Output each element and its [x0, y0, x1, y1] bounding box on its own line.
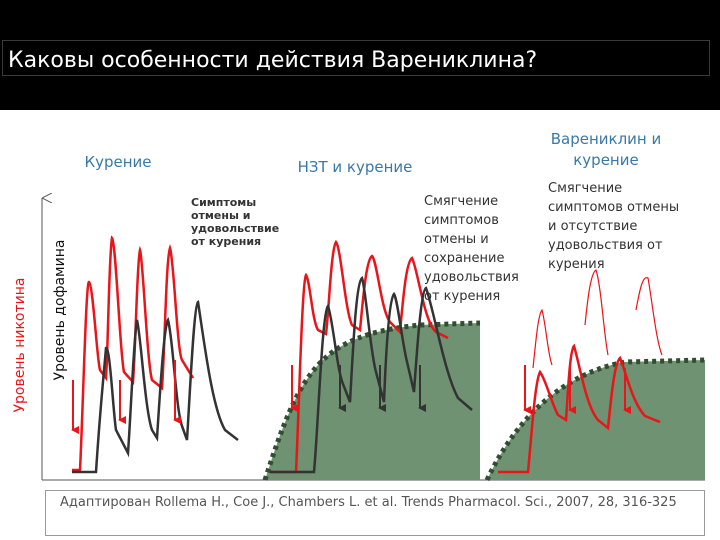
title-frame	[2, 40, 710, 76]
panel-varenicline	[498, 269, 663, 474]
panel-smoking	[71, 235, 239, 474]
y-axis-label-dopamine: Уровень дофамина	[52, 240, 68, 381]
nicotine-curve	[72, 235, 195, 472]
title-bar: Каковы особенности действия Варениклина?	[0, 0, 720, 110]
note-line: отмены и	[191, 209, 251, 222]
note-line: удовольствия от	[548, 238, 663, 253]
varenicline-area-edge	[484, 357, 706, 482]
y-axis-label-nicotine: Уровень никотина	[12, 278, 28, 413]
panel-heading-varenicline-line2: курение	[573, 151, 638, 169]
panel-heading-varenicline-line1: Варениклин и	[551, 130, 662, 148]
varenicline-area	[487, 360, 705, 480]
nrt-area-edge	[262, 320, 481, 481]
note-line: от курения	[424, 289, 501, 304]
note-line: курения	[548, 257, 605, 272]
x-axis-label: время	[661, 459, 706, 475]
note-line: Симптомы	[191, 196, 257, 209]
note-line: Смягчение	[424, 194, 499, 209]
panel-note-nrt: Смягчение симптомов отмены и сохранение …	[424, 192, 519, 306]
panel-heading-nrt: НЗТ и курение	[298, 158, 413, 176]
note-line: сохранение	[424, 251, 505, 266]
panel-heading-smoking: Курение	[84, 153, 151, 171]
dopamine-curve	[72, 300, 239, 474]
nicotine-curve	[270, 239, 449, 474]
note-line: от курения	[191, 235, 262, 248]
note-line: отмены и	[424, 232, 489, 247]
note-line: симптомов	[424, 213, 499, 228]
note-line: удовольствие	[191, 222, 280, 235]
dopamine-curve	[270, 276, 473, 474]
panel-note-smoking: Симптомы отмены и удовольствие от курени…	[191, 196, 279, 248]
page-title: Каковы особенности действия Варениклина?	[8, 48, 538, 73]
note-line: и отсутствие	[548, 219, 638, 234]
nicotine-curve	[498, 343, 661, 474]
panel-nrt	[270, 239, 473, 474]
nrt-area	[265, 323, 480, 480]
panel-note-varenicline: Смягчение симптомов отмены и отсутствие …	[548, 179, 679, 274]
source-caption: Адаптирован Rollema H., Coe J., Chambers…	[45, 490, 705, 536]
nicotine-curve-thin	[532, 269, 663, 369]
diagram: Уровень никотина Уровень дофамина время …	[12, 130, 706, 482]
note-line: удовольствия	[424, 270, 519, 285]
note-line: Смягчение	[548, 181, 623, 196]
note-line: симптомов отмены	[548, 200, 680, 215]
